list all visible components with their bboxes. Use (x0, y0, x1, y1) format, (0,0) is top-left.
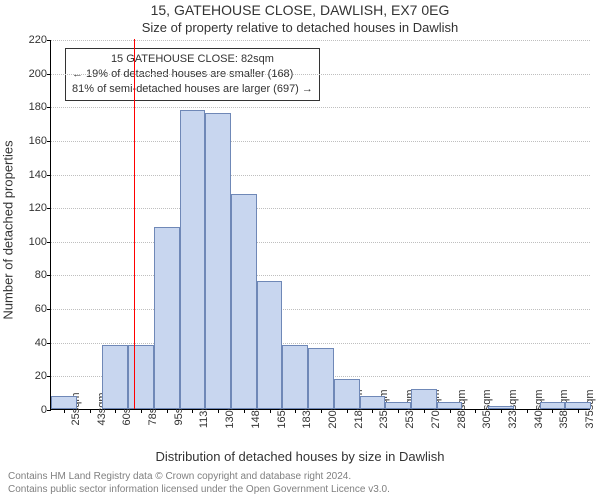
gridline (51, 40, 590, 41)
y-tick-label: 140 (29, 169, 51, 181)
histogram-bar (128, 345, 154, 409)
histogram-bar (282, 345, 308, 409)
plot-area: 15 GATEHOUSE CLOSE: 82sqm ← 19% of detac… (50, 40, 590, 410)
gridline (51, 175, 590, 176)
histogram-bar (540, 402, 566, 409)
histogram-bar (565, 402, 591, 409)
y-tick-label: 100 (29, 236, 51, 248)
callout-line-3: 81% of semi-detached houses are larger (… (72, 82, 313, 97)
y-tick-label: 80 (35, 269, 51, 281)
gridline (51, 74, 590, 75)
histogram-bar (488, 406, 514, 409)
gridline (51, 275, 590, 276)
histogram-bar (334, 379, 360, 409)
gridline (51, 343, 590, 344)
y-tick-label: 0 (41, 404, 51, 416)
callout-line-1: 15 GATEHOUSE CLOSE: 82sqm (72, 52, 313, 67)
x-tick-label: 323sqm (501, 389, 519, 428)
y-tick-label: 20 (35, 370, 51, 382)
y-tick-label: 40 (35, 337, 51, 349)
y-tick-label: 200 (29, 68, 51, 80)
chart-subtitle: Size of property relative to detached ho… (0, 20, 600, 35)
histogram-bar (360, 396, 386, 409)
histogram-bar (257, 281, 283, 409)
y-tick-label: 180 (29, 101, 51, 113)
chart-title: 15, GATEHOUSE CLOSE, DAWLISH, EX7 0EG (0, 2, 600, 18)
chart-container: 15, GATEHOUSE CLOSE, DAWLISH, EX7 0EG Si… (0, 0, 600, 500)
histogram-bar (154, 227, 180, 409)
footnote: Contains HM Land Registry data © Crown c… (8, 471, 390, 496)
x-tick-label: 305sqm (475, 389, 493, 428)
x-tick-label: 375sqm (578, 389, 596, 428)
histogram-bar (437, 402, 463, 409)
y-tick-label: 220 (29, 34, 51, 46)
y-tick-label: 120 (29, 202, 51, 214)
gridline (51, 141, 590, 142)
x-axis-label: Distribution of detached houses by size … (0, 449, 600, 464)
footnote-line-1: Contains HM Land Registry data © Crown c… (8, 471, 390, 484)
y-tick-label: 160 (29, 135, 51, 147)
histogram-bar (205, 113, 231, 409)
x-tick-label: 358sqm (552, 389, 570, 428)
x-tick-label: 340sqm (527, 389, 545, 428)
marker-line (134, 39, 135, 409)
histogram-bar (180, 110, 206, 409)
gridline (51, 309, 590, 310)
gridline (51, 242, 590, 243)
histogram-bar (411, 389, 437, 409)
histogram-bar (385, 402, 411, 409)
histogram-bar (308, 348, 334, 409)
y-tick-label: 60 (35, 303, 51, 315)
histogram-bar (102, 345, 128, 409)
histogram-bar (51, 396, 77, 409)
x-tick-label: 288sqm (450, 389, 468, 428)
footnote-line-2: Contains public sector information licen… (8, 484, 390, 497)
gridline (51, 208, 590, 209)
gridline (51, 107, 590, 108)
y-axis-label: Number of detached properties (1, 140, 16, 319)
histogram-bar (231, 194, 257, 409)
